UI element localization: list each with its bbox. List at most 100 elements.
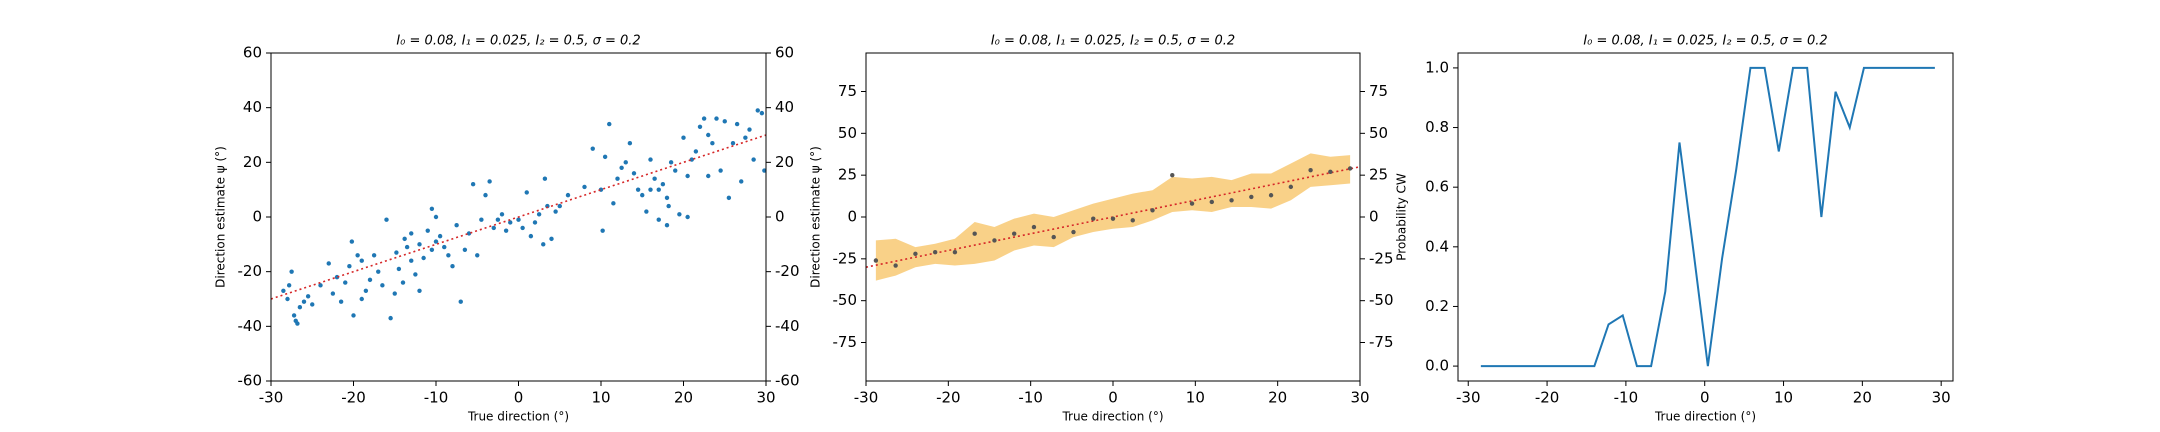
point <box>297 305 303 310</box>
point <box>516 217 521 222</box>
point <box>425 228 430 233</box>
point <box>644 209 649 214</box>
point <box>286 283 292 288</box>
point <box>433 214 439 220</box>
x-tick-label: -10 <box>424 389 449 407</box>
point <box>666 203 671 209</box>
point <box>1031 224 1037 230</box>
panel-title: I₀ = 0.08, I₁ = 0.025, I₂ = 0.5, σ = 0.2 <box>396 34 640 49</box>
x-tick-label: -20 <box>1535 389 1560 407</box>
point <box>726 195 732 201</box>
point <box>450 264 455 269</box>
point <box>714 116 719 121</box>
x-tick-label: -20 <box>341 389 366 407</box>
point <box>619 165 624 170</box>
point <box>433 239 439 244</box>
point <box>396 266 402 272</box>
point <box>285 296 290 302</box>
point <box>429 247 435 252</box>
x-tick-label: 30 <box>1932 389 1951 407</box>
y-tick-label: 0.4 <box>1425 237 1449 255</box>
point <box>470 182 476 187</box>
point <box>1012 231 1017 236</box>
y2-tick-label: 60 <box>775 44 794 62</box>
point <box>338 299 344 304</box>
y-tick-label: -25 <box>833 249 858 267</box>
point <box>359 258 364 263</box>
point <box>318 283 323 288</box>
point <box>706 173 711 179</box>
y-tick-label: 0.8 <box>1425 118 1449 136</box>
line <box>270 134 767 300</box>
point <box>952 249 958 255</box>
point <box>660 182 666 187</box>
y-tick-label: -20 <box>238 262 263 280</box>
point <box>1209 199 1215 205</box>
point <box>1051 234 1056 240</box>
point <box>1328 169 1333 175</box>
point <box>615 176 620 181</box>
point <box>409 231 414 236</box>
point <box>693 149 699 154</box>
y2-tick-label: 40 <box>775 98 794 116</box>
point <box>483 192 488 198</box>
x-tick-label: -30 <box>259 389 284 407</box>
point <box>1091 216 1096 221</box>
point <box>291 313 297 318</box>
point <box>351 313 356 318</box>
x-tick-label: -20 <box>936 389 961 407</box>
y2-tick-label: -60 <box>775 372 800 390</box>
point <box>400 280 406 285</box>
point <box>640 192 645 198</box>
x-tick-label: 30 <box>756 389 775 407</box>
point <box>1071 229 1076 235</box>
point <box>553 209 558 214</box>
axes-frame <box>1457 52 1954 382</box>
y2-tick-label: 75 <box>1369 82 1388 100</box>
y2-tick-label: -25 <box>1369 249 1394 267</box>
point <box>458 299 463 304</box>
x-axis-label: True direction (°) <box>1061 410 1163 424</box>
point <box>454 223 459 228</box>
x-tick-label: -10 <box>1018 389 1043 407</box>
point <box>565 192 571 198</box>
x-tick-label: 0 <box>1108 389 1118 407</box>
x-tick-label: 10 <box>1186 389 1205 407</box>
x-tick-label: 0 <box>1700 389 1710 407</box>
point <box>347 264 352 269</box>
point <box>380 283 385 288</box>
point <box>388 315 393 321</box>
x-axis-label: True direction (°) <box>467 410 569 424</box>
y-tick-label: 0.6 <box>1425 178 1449 196</box>
point <box>664 195 670 201</box>
y-tick-label: 60 <box>243 44 262 62</box>
point <box>701 116 707 121</box>
point <box>1150 208 1155 213</box>
point <box>557 203 562 209</box>
y2-tick-label: 0 <box>775 208 785 226</box>
x-axis-label: True direction (°) <box>1654 410 1756 424</box>
point <box>607 121 612 127</box>
y-tick-label: 40 <box>243 98 262 116</box>
point <box>677 212 682 217</box>
point <box>479 217 484 222</box>
y-tick-label: 0 <box>252 208 262 226</box>
x-tick-label: 20 <box>1853 389 1872 407</box>
point <box>635 187 641 192</box>
x-tick-label: -30 <box>1456 389 1481 407</box>
point <box>673 168 678 173</box>
point <box>648 157 653 162</box>
x-tick-label: 10 <box>1774 389 1793 407</box>
panel-title: I₀ = 0.08, I₁ = 0.025, I₂ = 0.5, σ = 0.2 <box>1583 34 1827 49</box>
y-tick-label: 20 <box>243 153 262 171</box>
point <box>409 258 414 263</box>
point <box>602 154 608 160</box>
point <box>759 110 765 116</box>
point <box>755 108 760 113</box>
point <box>913 251 918 257</box>
point <box>359 296 364 302</box>
line <box>865 166 1361 268</box>
x-tick-label: 10 <box>591 389 610 407</box>
point <box>446 253 451 258</box>
x-tick-label: 0 <box>514 389 524 407</box>
